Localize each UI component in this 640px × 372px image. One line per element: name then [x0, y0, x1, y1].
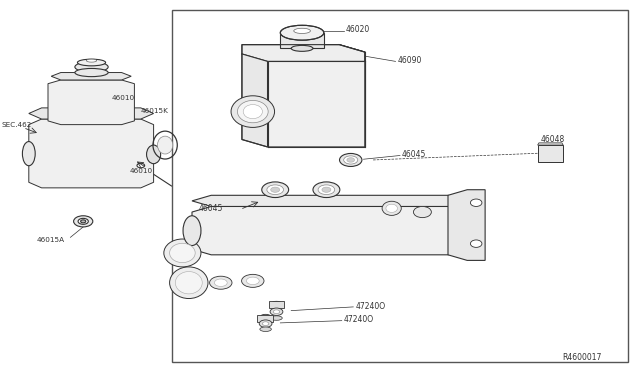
Ellipse shape [147, 145, 161, 164]
Ellipse shape [470, 240, 482, 247]
Ellipse shape [261, 314, 270, 318]
Ellipse shape [347, 158, 355, 162]
Polygon shape [192, 206, 467, 255]
Ellipse shape [262, 182, 289, 198]
Text: 46045: 46045 [198, 204, 223, 213]
Polygon shape [448, 190, 485, 260]
Ellipse shape [170, 243, 195, 263]
Ellipse shape [157, 136, 173, 154]
Polygon shape [48, 80, 134, 125]
Ellipse shape [164, 239, 201, 267]
Ellipse shape [262, 322, 269, 326]
Ellipse shape [231, 96, 275, 127]
Ellipse shape [77, 59, 106, 66]
Ellipse shape [273, 310, 280, 314]
Ellipse shape [137, 163, 145, 168]
Ellipse shape [183, 216, 201, 246]
Bar [538, 145, 563, 162]
Text: 47240O: 47240O [344, 315, 374, 324]
Ellipse shape [81, 220, 86, 223]
Ellipse shape [22, 142, 35, 166]
Text: R4600017: R4600017 [562, 353, 602, 362]
Text: 47240O: 47240O [355, 302, 385, 311]
Ellipse shape [175, 272, 202, 294]
Text: 46048: 46048 [541, 135, 565, 144]
Ellipse shape [237, 100, 268, 123]
Polygon shape [268, 61, 365, 147]
Ellipse shape [291, 45, 313, 51]
Text: 46020: 46020 [346, 25, 370, 34]
Ellipse shape [75, 62, 108, 72]
Text: 46010: 46010 [112, 95, 135, 101]
Ellipse shape [170, 267, 208, 298]
Ellipse shape [270, 308, 283, 315]
Polygon shape [29, 108, 154, 119]
Ellipse shape [86, 59, 97, 62]
Ellipse shape [382, 201, 401, 215]
Polygon shape [192, 195, 467, 206]
Ellipse shape [271, 316, 282, 320]
Text: 46015A: 46015A [37, 237, 65, 243]
Polygon shape [29, 119, 154, 188]
Ellipse shape [313, 182, 340, 198]
Ellipse shape [246, 277, 259, 285]
Ellipse shape [74, 216, 93, 227]
Ellipse shape [75, 68, 108, 77]
Polygon shape [242, 45, 365, 61]
Ellipse shape [294, 28, 310, 33]
Bar [172, 10, 628, 362]
Text: 46015K: 46015K [141, 108, 169, 114]
Ellipse shape [272, 301, 282, 305]
Ellipse shape [214, 279, 227, 286]
Ellipse shape [344, 156, 358, 164]
Ellipse shape [318, 185, 335, 195]
Bar [257, 315, 273, 322]
Bar [269, 301, 284, 308]
Ellipse shape [259, 320, 272, 327]
Bar [280, 33, 324, 48]
Ellipse shape [413, 206, 431, 218]
Ellipse shape [242, 275, 264, 287]
Text: 46010: 46010 [130, 168, 153, 174]
Polygon shape [242, 54, 268, 147]
Ellipse shape [260, 327, 271, 331]
Ellipse shape [340, 153, 362, 166]
Ellipse shape [78, 218, 88, 224]
Ellipse shape [470, 199, 482, 206]
Text: 46090: 46090 [397, 56, 422, 65]
Ellipse shape [210, 276, 232, 289]
Ellipse shape [322, 187, 331, 192]
Text: SEC.462: SEC.462 [1, 122, 31, 128]
Ellipse shape [271, 187, 280, 192]
Ellipse shape [386, 204, 397, 212]
Ellipse shape [267, 185, 284, 195]
Text: 46045: 46045 [402, 150, 426, 159]
Polygon shape [51, 73, 131, 80]
Ellipse shape [280, 25, 324, 40]
Ellipse shape [243, 105, 262, 119]
Polygon shape [538, 143, 563, 145]
